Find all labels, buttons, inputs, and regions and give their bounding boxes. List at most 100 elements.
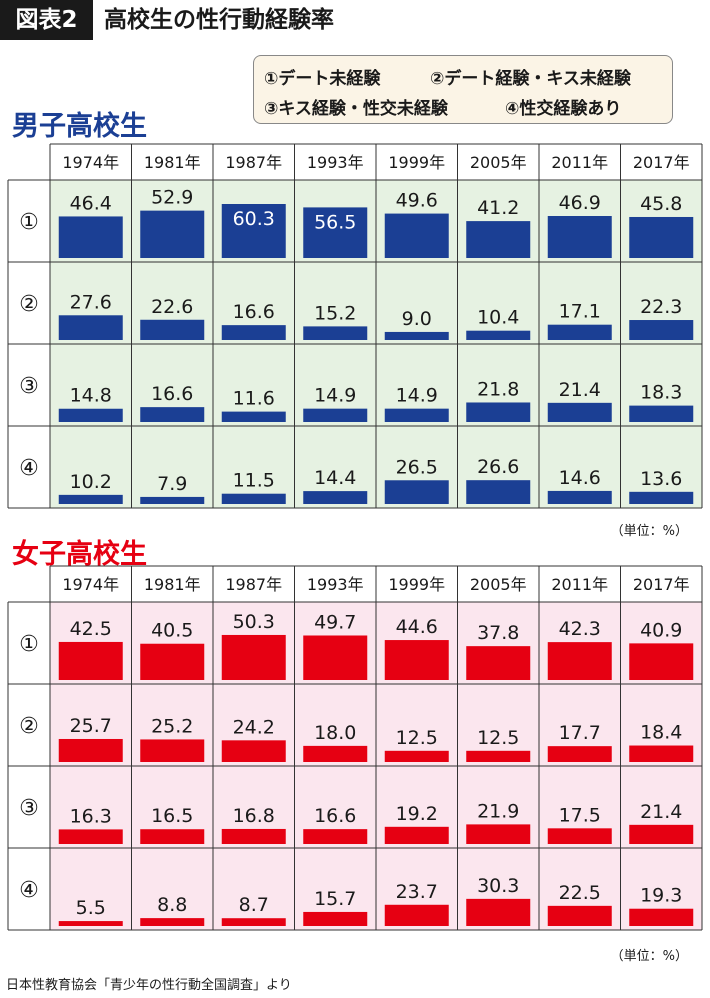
legend-item-1: ①デート未経験 [264,69,381,89]
male-bar [221,325,286,340]
female-bar [303,911,368,926]
male-value-label: 15.2 [314,302,356,324]
male-bar [629,216,694,258]
male-value-label: 7.9 [157,473,187,495]
male-value-label: 46.4 [70,192,112,214]
female-value-label: 17.5 [559,804,601,826]
female-value-label: 12.5 [396,727,438,749]
female-bar [547,828,612,844]
female-value-label: 16.8 [233,805,275,827]
female-bar [58,921,123,926]
female-value-label: 37.8 [477,622,519,644]
female-year-label: 1993年 [307,575,364,594]
male-value-label: 9.0 [402,308,432,330]
male-year-label: 2017年 [633,153,690,172]
male-value-label: 22.6 [151,296,193,318]
female-section-title: 女子高校生 [12,539,147,570]
male-bar [303,326,368,340]
female-value-label: 22.5 [559,882,601,904]
male-value-label: 14.4 [314,467,356,489]
male-value-label: 10.2 [70,471,112,493]
female-value-label: 8.8 [157,894,187,916]
female-value-label: 40.9 [640,619,682,641]
male-value-label: 10.4 [477,307,519,329]
figure-tag: 図表2 [0,0,93,40]
female-value-label: 21.9 [477,800,519,822]
female-bar [384,750,449,762]
male-value-label: 45.8 [640,193,682,215]
female-value-label: 21.4 [640,801,682,823]
male-year-label: 2005年 [470,153,527,172]
male-value-label: 21.4 [559,379,601,401]
male-bar [140,407,205,422]
female-year-label: 1999年 [388,575,445,594]
male-bar [384,331,449,340]
male-value-label: 11.5 [233,470,275,492]
male-value-label: 14.9 [314,385,356,407]
female-bar [629,908,694,926]
female-bar [384,640,449,680]
male-value-label: 21.8 [477,378,519,400]
male-bar [384,480,449,504]
female-bar [629,824,694,844]
female-bar [384,826,449,844]
male-bar [629,405,694,422]
female-value-label: 25.7 [70,715,112,737]
female-value-label: 30.3 [477,875,519,897]
female-value-label: 12.5 [477,727,519,749]
male-bar [303,491,368,504]
male-value-label: 52.9 [151,187,193,209]
male-year-label: 1981年 [144,153,201,172]
female-value-label: 40.5 [151,620,193,642]
male-bar [58,494,123,504]
male-row-marker: ① [19,210,39,235]
female-year-label: 2011年 [551,575,608,594]
female-bar [221,918,286,926]
female-bar [221,828,286,844]
female-bar [466,750,531,762]
female-bar [466,646,531,680]
female-bar [466,824,531,844]
male-bar [221,204,286,258]
male-value-label: 16.6 [151,383,193,405]
male-bar [466,480,531,504]
male-bar [140,319,205,340]
female-value-label: 24.2 [233,716,275,738]
male-bar [466,402,531,422]
female-value-label: 23.7 [396,881,438,903]
female-value-label: 50.3 [233,611,275,633]
legend-item-2: ②デート経験・キス未経験 [430,69,631,89]
legend-box: ①デート未経験 ②デート経験・キス未経験 ③キス経験・性交未経験 ④性交経験あり [253,55,673,124]
source-note: 日本性教育協会「青少年の性行動全国調査」より [6,978,292,993]
male-grid [7,143,703,509]
male-year-label: 1974年 [62,153,119,172]
male-value-label: 18.3 [640,382,682,404]
female-bar [58,829,123,844]
male-bar [140,210,205,258]
female-bar [303,635,368,680]
male-value-label: 17.1 [559,301,601,323]
male-value-label: 56.5 [314,211,356,233]
female-value-label: 49.7 [314,611,356,633]
female-bar [303,745,368,762]
male-bar [384,408,449,422]
male-value-label: 26.6 [477,456,519,478]
female-bar [140,739,205,762]
male-bar [629,491,694,504]
male-row-marker: ③ [19,374,39,399]
female-bar [303,829,368,844]
male-bar [58,315,123,340]
female-value-label: 17.7 [559,722,601,744]
female-year-label: 1974年 [62,575,119,594]
male-value-label: 26.5 [396,456,438,478]
figure-header: 図表2 高校生の性行動経験率 [0,0,710,40]
female-bar [221,634,286,680]
female-bar [140,643,205,680]
male-unit-label: （単位：%） [610,524,688,539]
female-bar [140,829,205,844]
male-value-label: 11.6 [233,388,275,410]
female-row-marker: ① [19,632,39,657]
figure-title: 高校生の性行動経験率 [104,7,334,33]
female-value-label: 15.7 [314,888,356,910]
